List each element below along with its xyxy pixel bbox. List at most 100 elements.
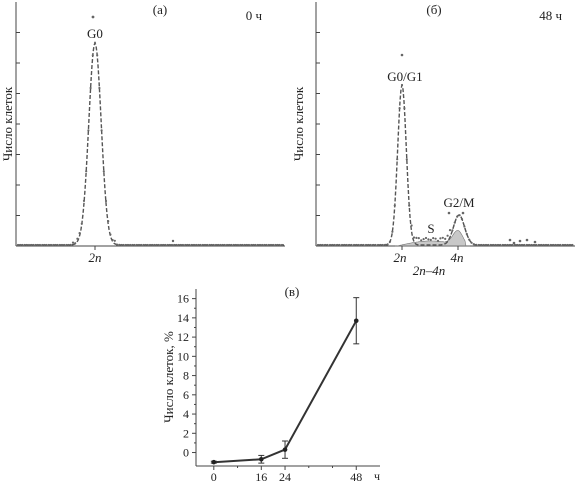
panel-b-histogram-point xyxy=(484,243,488,247)
panel-c-xlabel: ч xyxy=(374,469,380,483)
panel-a-histogram-point xyxy=(267,243,270,247)
panel-a-histogram-point xyxy=(241,243,244,247)
panel-a-histogram-point xyxy=(54,243,57,247)
panel-a-histogram-point xyxy=(219,243,222,247)
panel-b-histogram-point xyxy=(326,243,329,247)
panel-b-histogram-point xyxy=(343,243,346,247)
panel-a: Число клеток (а) 0 ч G0 2n xyxy=(0,2,285,265)
panel-a-histogram-point xyxy=(232,243,235,247)
panel-a-histogram-point xyxy=(58,243,61,247)
panel-a-histogram-point xyxy=(239,243,242,247)
panel-a-histogram-point xyxy=(278,243,281,247)
panel-a-histogram-point xyxy=(256,243,259,247)
panel-c-point xyxy=(258,456,264,462)
panel-a-histogram-point xyxy=(195,243,198,247)
panel-a-tick-label-2n: 2n xyxy=(89,250,102,265)
panel-b-histogram-point xyxy=(357,243,360,247)
panel-b-histogram-point xyxy=(362,243,365,247)
panel-c-y-ticks: 0 2 4 6 8 10 12 14 16 xyxy=(177,292,196,460)
panel-a-histogram-point xyxy=(168,243,171,247)
panel-a-histogram-point xyxy=(234,243,237,247)
panel-a-histogram-point xyxy=(276,243,279,247)
panel-a-histogram-point xyxy=(166,243,169,247)
panel-a-time-label: 0 ч xyxy=(246,8,263,23)
panel-a-histogram-point xyxy=(217,243,220,247)
panel-c-point xyxy=(353,318,359,324)
panel-a-ylabel: Число клеток xyxy=(0,86,15,161)
panel-a-histogram-point xyxy=(89,86,92,90)
panel-b-s-phase-area xyxy=(395,230,470,247)
panel-b-tick-label-4n: 4n xyxy=(451,250,464,265)
panel-a-histogram-point xyxy=(230,243,233,247)
panel-b-histogram-point xyxy=(340,243,344,247)
panel-a-histogram-point xyxy=(164,243,167,247)
panel-c-y-tick-label: 10 xyxy=(177,349,189,363)
panel-a-outlier-point xyxy=(171,239,175,243)
panel-b-histogram-point xyxy=(532,243,536,247)
panel-b-histogram-point xyxy=(463,225,466,228)
panel-a-histogram-point xyxy=(188,243,191,247)
panel-c-series-line xyxy=(213,320,358,464)
panel-b-histogram-point xyxy=(441,236,444,239)
panel-b-histogram-point xyxy=(355,243,358,247)
panel-a-histogram-point xyxy=(93,41,97,45)
panel-a-histogram-point xyxy=(254,243,257,247)
panel-b-histogram-point xyxy=(535,243,538,247)
panel-b-histogram-point xyxy=(508,243,512,247)
panel-b-histogram-point xyxy=(446,234,449,237)
panel-b-histogram-point xyxy=(321,243,324,247)
panel-b-histogram-point xyxy=(422,238,425,241)
panel-b-outlier-point xyxy=(508,238,512,242)
panel-b-ylabel: Число клеток xyxy=(291,86,306,161)
panel-a-histogram-point xyxy=(142,243,145,247)
panel-a-histogram-point xyxy=(151,243,154,247)
panel-b-histogram-point xyxy=(571,243,574,247)
panel-b-outlier-point xyxy=(525,238,529,242)
panel-a-histogram-point xyxy=(203,243,207,247)
panel-c-label: (в) xyxy=(285,284,300,299)
panel-a-histogram-point xyxy=(23,243,26,247)
panel-b-histogram-point xyxy=(436,239,440,242)
panel-a-histogram-point xyxy=(148,243,152,247)
panel-b-histogram-point xyxy=(396,158,399,161)
panel-a-histogram-point xyxy=(122,243,125,247)
panel-b-histogram-point xyxy=(331,243,334,247)
panel-a-histogram-point xyxy=(32,243,35,247)
panel-b-histogram-point xyxy=(516,243,519,247)
panel-a-histogram-point xyxy=(184,243,187,247)
panel-a-histogram-points xyxy=(16,15,284,247)
panel-a-histogram-point xyxy=(56,243,59,247)
panel-b-histogram-point xyxy=(556,243,560,247)
panel-a-histogram-point xyxy=(41,243,44,247)
panel-c-error-bars xyxy=(210,297,360,464)
panel-a-histogram-point xyxy=(78,232,81,235)
panel-b-peak-label-s: S xyxy=(427,221,434,236)
panel-a-histogram-point xyxy=(115,243,119,246)
panel-b-histogram-point xyxy=(480,243,483,247)
panel-b-histogram-point xyxy=(403,107,406,110)
panel-a-histogram-point xyxy=(21,243,24,247)
panel-b-histogram-point xyxy=(352,243,356,247)
panel-b-histogram-point xyxy=(324,243,327,247)
panel-a-histogram-point xyxy=(96,54,99,57)
panel-a-histogram-point xyxy=(258,243,262,247)
panel-a-label: (а) xyxy=(153,2,167,17)
panel-a-histogram-point xyxy=(113,239,116,242)
panel-b-outlier-point xyxy=(533,240,537,244)
panel-b-histogram-point xyxy=(523,243,526,247)
panel-a-histogram-point xyxy=(186,243,189,247)
panel-b-histogram-point xyxy=(472,243,476,246)
panel-a-histogram-point xyxy=(199,243,202,247)
panel-b-peak-label-g2m: G2/M xyxy=(443,195,475,210)
panel-a-histogram-point xyxy=(19,243,22,247)
panel-c-y-tick-label: 14 xyxy=(177,311,189,325)
panel-a-histogram-point xyxy=(71,241,75,244)
panel-a-histogram-point xyxy=(208,243,211,247)
panel-b-histogram-point xyxy=(566,243,569,247)
panel-a-histogram-point xyxy=(269,243,273,247)
panel-b-histogram-point xyxy=(338,243,341,247)
panel-a-histogram-point xyxy=(223,243,226,247)
panel-b-histogram-point xyxy=(345,243,348,247)
panel-b-histogram-point xyxy=(381,243,384,247)
panel-b-histogram-point xyxy=(549,243,552,247)
